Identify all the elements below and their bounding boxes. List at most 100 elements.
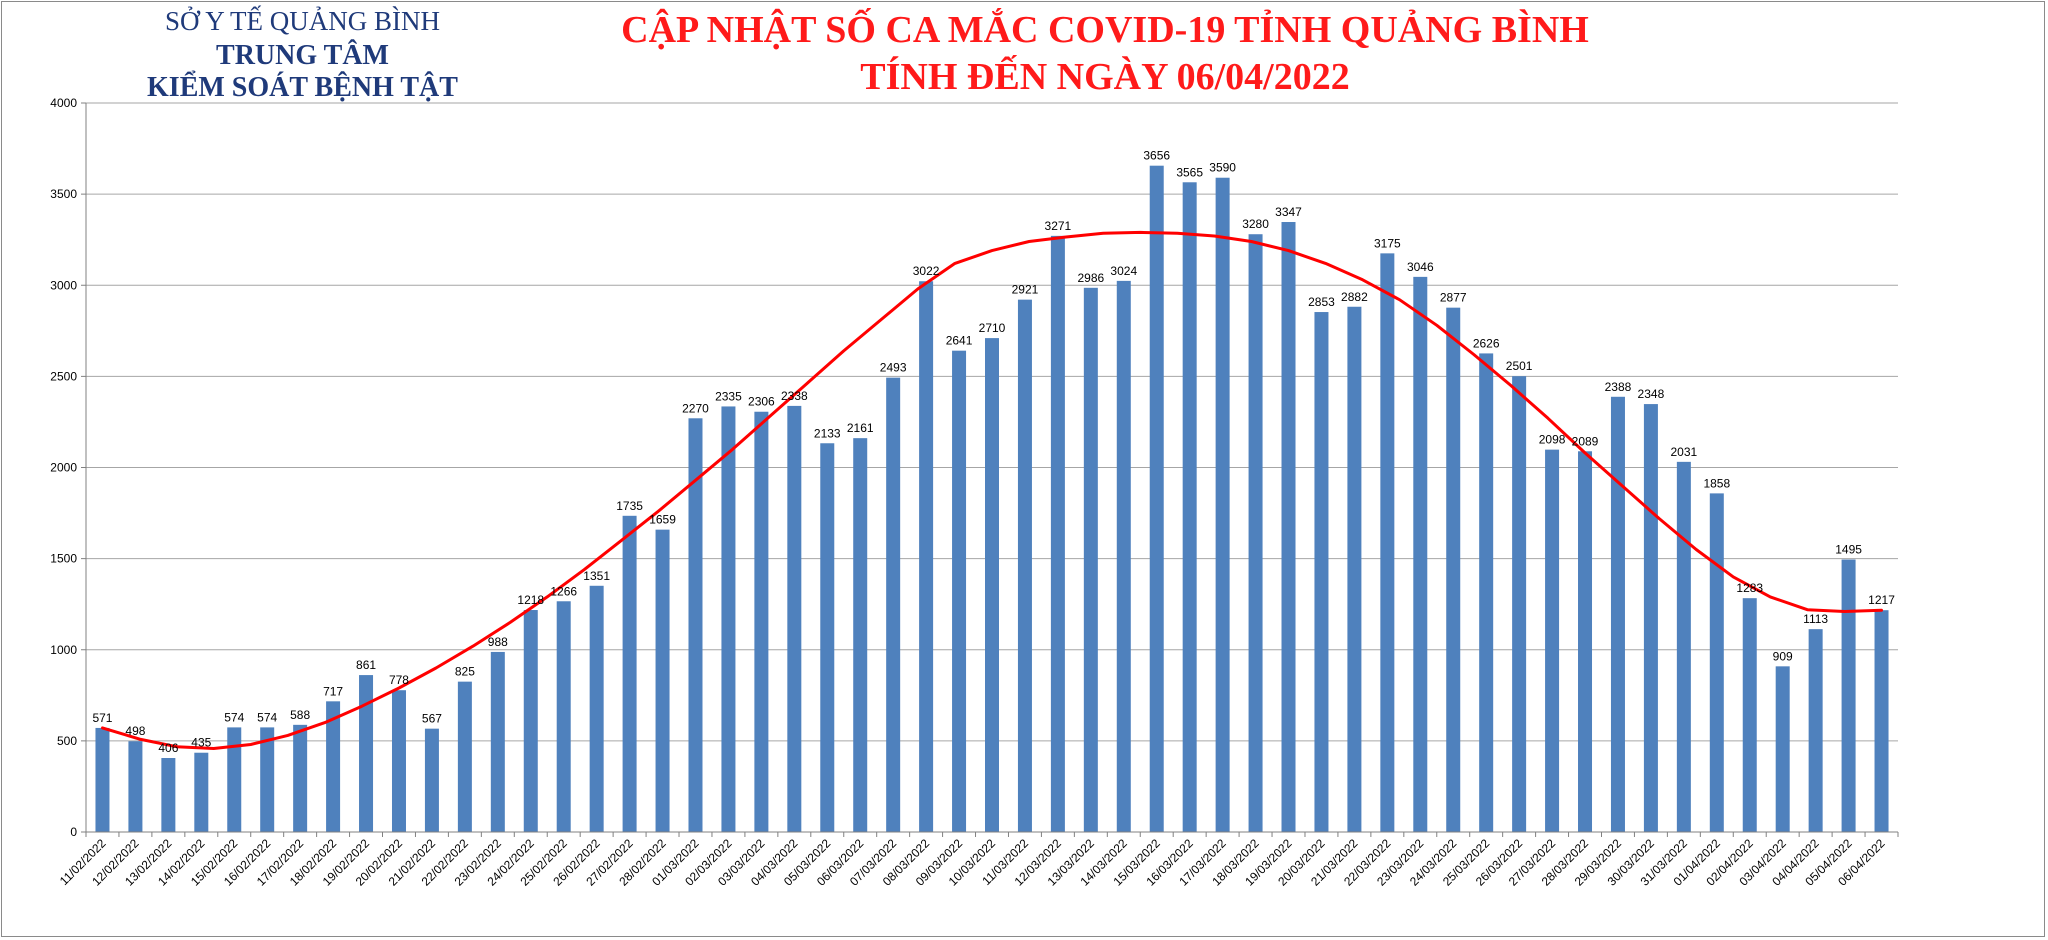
data-label: 3656 bbox=[1143, 149, 1170, 163]
data-label: 3046 bbox=[1407, 260, 1434, 274]
data-label: 2626 bbox=[1473, 336, 1500, 350]
data-label: 2270 bbox=[682, 401, 709, 415]
data-label: 574 bbox=[257, 710, 277, 724]
bar bbox=[227, 727, 242, 832]
org-department: SỞ Y TẾ QUẢNG BÌNH bbox=[165, 6, 440, 36]
data-label: 2388 bbox=[1605, 380, 1632, 394]
bar bbox=[721, 406, 736, 832]
data-label: 1283 bbox=[1736, 581, 1763, 595]
data-labels: 571 498 406 435 574 574 588 717 861 778 567 825 988 1… bbox=[92, 149, 1895, 755]
bar bbox=[886, 377, 901, 832]
bar bbox=[457, 681, 472, 832]
bar bbox=[589, 585, 604, 832]
data-label: 406 bbox=[158, 741, 178, 755]
data-label: 1495 bbox=[1835, 543, 1862, 557]
y-tick-label: 2500 bbox=[50, 369, 77, 383]
data-label: 567 bbox=[422, 712, 442, 726]
bar bbox=[1083, 287, 1098, 832]
bar bbox=[622, 515, 637, 832]
bar bbox=[260, 727, 275, 832]
bar bbox=[787, 405, 802, 832]
bar bbox=[1545, 449, 1560, 832]
bar bbox=[391, 690, 406, 832]
data-label: 435 bbox=[191, 736, 211, 750]
chart-title: CẬP NHẬT SỐ CA MẮC COVID-19 TỈNH QUẢNG B… bbox=[621, 9, 1589, 51]
data-label: 2710 bbox=[979, 321, 1006, 335]
bar bbox=[754, 411, 769, 832]
data-label: 2986 bbox=[1077, 271, 1104, 285]
data-label: 3280 bbox=[1242, 217, 1269, 231]
data-label: 2877 bbox=[1440, 291, 1467, 305]
org-center: TRUNG TÂM bbox=[216, 40, 389, 71]
bar bbox=[1215, 177, 1230, 832]
bar bbox=[919, 281, 934, 833]
y-tick-label: 1000 bbox=[50, 643, 77, 657]
bar bbox=[1380, 253, 1395, 832]
bar bbox=[194, 752, 209, 832]
data-label: 3347 bbox=[1275, 205, 1302, 219]
bar bbox=[1643, 404, 1658, 832]
data-label: 2089 bbox=[1572, 434, 1599, 448]
chart-subtitle-date: TÍNH ĐẾN NGÀY 06/04/2022 bbox=[860, 56, 1350, 98]
y-tick-label: 0 bbox=[70, 825, 77, 839]
bar bbox=[128, 741, 143, 832]
bar bbox=[1709, 493, 1724, 832]
data-label: 2133 bbox=[814, 426, 841, 440]
bar bbox=[1808, 629, 1823, 832]
y-tick-label: 4000 bbox=[50, 96, 77, 110]
data-label: 1659 bbox=[649, 513, 676, 527]
y-tick-label: 3000 bbox=[50, 278, 77, 292]
data-label: 2335 bbox=[715, 389, 742, 403]
bar bbox=[655, 529, 670, 832]
data-label: 825 bbox=[455, 665, 475, 679]
bar bbox=[95, 727, 110, 832]
bar bbox=[1017, 299, 1032, 833]
bar bbox=[424, 728, 439, 832]
y-tick-label: 3500 bbox=[50, 187, 77, 201]
data-label: 3024 bbox=[1110, 264, 1137, 278]
bar bbox=[1281, 222, 1296, 832]
bar bbox=[820, 443, 835, 832]
data-label: 2853 bbox=[1308, 295, 1335, 309]
data-label: 717 bbox=[323, 684, 343, 698]
data-label: 1217 bbox=[1868, 593, 1895, 607]
bar bbox=[985, 338, 999, 832]
bar bbox=[359, 675, 374, 832]
bar bbox=[1479, 353, 1494, 832]
bar bbox=[688, 418, 703, 832]
bar bbox=[1413, 276, 1428, 833]
y-tick-label: 2000 bbox=[50, 461, 77, 475]
bar bbox=[1248, 234, 1263, 833]
data-label: 1351 bbox=[583, 569, 610, 583]
bar bbox=[1512, 376, 1527, 832]
data-label: 1266 bbox=[550, 584, 577, 598]
bar bbox=[293, 724, 308, 832]
bar bbox=[853, 438, 868, 832]
bar bbox=[1742, 598, 1757, 832]
data-label: 3565 bbox=[1176, 165, 1203, 179]
data-label: 2338 bbox=[781, 389, 808, 403]
data-label: 574 bbox=[224, 710, 244, 724]
y-tick-label: 1500 bbox=[50, 552, 77, 566]
data-label: 2921 bbox=[1012, 283, 1039, 297]
bar bbox=[326, 701, 341, 832]
data-label: 3271 bbox=[1045, 219, 1072, 233]
data-label: 2641 bbox=[946, 334, 973, 348]
trend-line bbox=[101, 230, 1883, 750]
data-label: 1113 bbox=[1803, 612, 1828, 626]
data-label: 988 bbox=[488, 635, 508, 649]
data-label: 2493 bbox=[880, 361, 907, 375]
data-label: 571 bbox=[92, 711, 112, 725]
data-label: 2031 bbox=[1671, 445, 1698, 459]
bar bbox=[1050, 235, 1065, 833]
bar bbox=[1676, 461, 1691, 832]
data-label: 498 bbox=[125, 724, 145, 738]
gridlines bbox=[86, 102, 1898, 742]
y-tick-label: 500 bbox=[57, 734, 77, 748]
bar bbox=[1775, 666, 1790, 832]
data-label: 3175 bbox=[1374, 236, 1401, 250]
data-label: 588 bbox=[290, 708, 310, 722]
data-label: 778 bbox=[389, 673, 409, 687]
